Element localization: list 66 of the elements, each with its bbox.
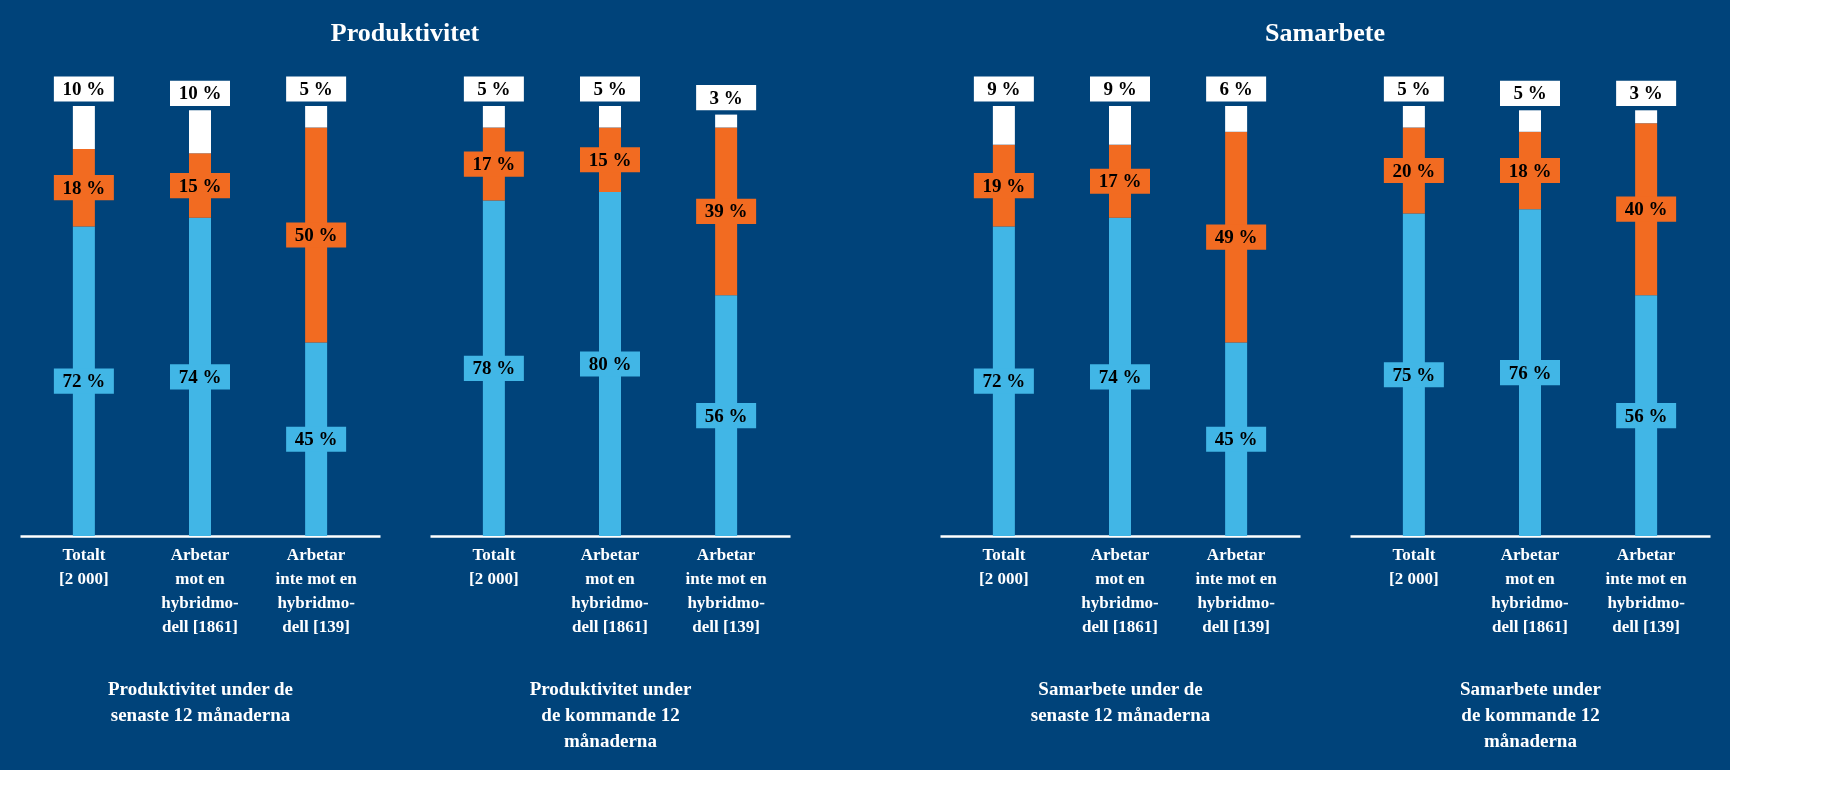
data-label: 80 % [588,353,632,374]
bar [599,106,621,128]
data-label: 56 % [1624,404,1668,426]
x-axis-title: Samarbete under de senaste 12 månaderna [1030,677,1211,725]
data-label: 9 % [1103,78,1137,99]
data-label: 40 % [1624,198,1668,220]
data-label: 17 % [472,153,516,175]
x-tick-label: Arbetar inte mot en hybridmo- dell [139] [1605,544,1688,636]
data-label: 45 % [1214,428,1258,450]
data-label: 9 % [987,78,1021,99]
bar [992,106,1015,145]
bar [1402,106,1425,128]
data-label: 74 % [178,365,222,387]
bar [482,106,505,128]
data-label: 78 % [472,357,516,379]
bar [72,106,95,149]
x-tick-label: Totalt [2 000] [1389,544,1439,588]
chart-title: Samarbete [1265,18,1385,48]
data-label: 10 % [178,82,222,104]
data-label: 5 % [299,78,333,99]
data-label: 72 % [982,370,1026,392]
data-label: 39 % [704,200,748,222]
x-tick-label: Arbetar mot en hybridmo- dell [1861] [571,544,650,636]
x-tick-label: Totalt [2 000] [469,544,519,588]
x-axis-title: Produktivitet under de kommande 12 månaderna [529,677,692,751]
bar [305,106,328,128]
data-label: 45 % [294,428,338,450]
x-tick-label: Totalt [2 000] [979,544,1029,588]
data-label: 5 % [593,78,627,99]
data-label: 15 % [178,174,222,196]
x-tick-label: Arbetar mot en hybridmo- dell [1861] [161,544,240,636]
data-label: 20 % [1392,159,1436,181]
x-tick-label: Arbetar inte mot en hybridmo- dell [139] [685,544,768,636]
bar [1225,106,1248,132]
data-label: 19 % [982,174,1026,196]
bar [1519,110,1541,132]
x-axis-title: Produktivitet under de senaste 12 månaderna [107,677,294,725]
bar [1109,106,1131,145]
data-label: 10 % [62,78,106,99]
data-label: 18 % [62,176,106,198]
data-label: 5 % [477,78,511,99]
data-label: 76 % [1508,361,1552,383]
data-label: 75 % [1392,363,1436,385]
data-label: 5 % [1513,82,1547,104]
x-axis-title: Samarbete under de kommande 12 månaderna [1460,677,1602,751]
chart-title: Produktivitet [330,18,480,48]
data-label: 3 % [1629,82,1663,104]
data-label: 72 % [62,370,106,392]
data-label: 56 % [704,404,748,426]
data-label: 3 % [709,86,743,108]
data-label: 49 % [1214,226,1258,248]
x-tick-label: Totalt [2 000] [59,544,109,588]
data-label: 5 % [1397,78,1431,99]
x-tick-label: Arbetar mot en hybridmo- dell [1861] [1491,544,1570,636]
bar [189,110,211,154]
x-tick-label: Arbetar inte mot en hybridmo- dell [139] [1195,544,1278,636]
x-tick-label: Arbetar mot en hybridmo- dell [1861] [1081,544,1160,636]
data-label: 74 % [1098,365,1142,387]
data-label: 6 % [1219,78,1253,99]
x-tick-label: Arbetar inte mot en hybridmo- dell [139] [275,544,358,636]
data-label: 17 % [1098,170,1142,192]
data-label: 50 % [294,224,338,245]
bar [715,114,738,128]
bar [1635,110,1658,124]
data-label: 18 % [1508,159,1552,181]
data-label: 15 % [588,148,632,170]
